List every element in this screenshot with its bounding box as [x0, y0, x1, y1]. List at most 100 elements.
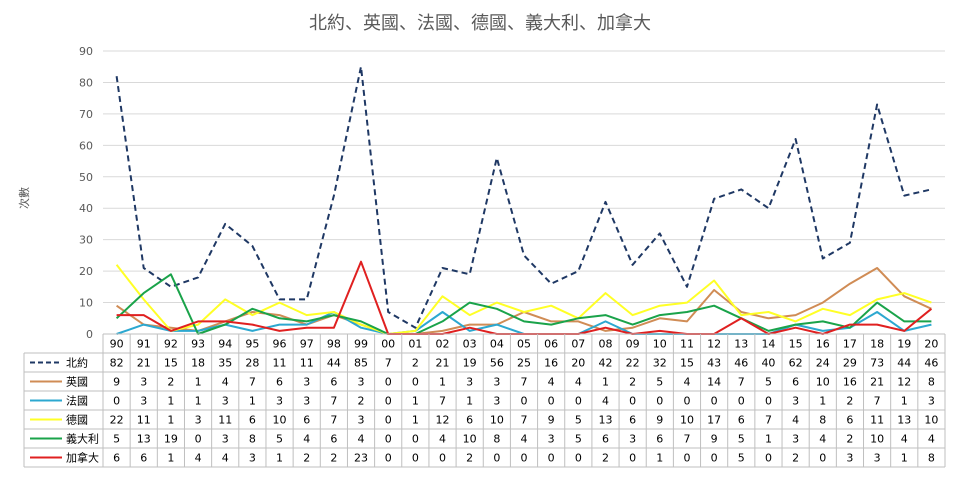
- data-label: 0: [629, 452, 636, 465]
- chart-title: 北約、英國、法國、德國、義大利、加拿大: [309, 12, 651, 34]
- data-label: 0: [385, 376, 392, 389]
- data-label: 4: [683, 376, 690, 389]
- data-label: 0: [548, 395, 555, 408]
- data-label: 3: [358, 414, 365, 427]
- data-label: 6: [656, 433, 663, 446]
- data-label: 7: [330, 395, 337, 408]
- series-line-1: [116, 267, 932, 335]
- data-label: 2: [846, 395, 853, 408]
- data-label: 1: [439, 376, 446, 389]
- x-tick-label: 14: [761, 338, 775, 351]
- x-tick-label: 03: [463, 338, 477, 351]
- data-label: 11: [870, 414, 884, 427]
- data-label: 0: [683, 452, 690, 465]
- data-label: 10: [870, 433, 884, 446]
- data-label: 20: [571, 357, 585, 370]
- data-label: 3: [792, 433, 799, 446]
- data-label: 6: [792, 376, 799, 389]
- x-tick-label: 00: [381, 338, 395, 351]
- data-label: 0: [575, 395, 582, 408]
- data-label: 85: [354, 357, 368, 370]
- x-tick-label: 99: [354, 338, 368, 351]
- data-label: 0: [575, 452, 582, 465]
- data-label: 0: [548, 452, 555, 465]
- x-tick-label: 02: [436, 338, 450, 351]
- data-label: 3: [140, 376, 147, 389]
- x-tick-label: 12: [707, 338, 721, 351]
- y-tick-label: 10: [79, 297, 93, 310]
- data-label: 8: [493, 433, 500, 446]
- data-label: 73: [870, 357, 884, 370]
- data-label: 15: [164, 357, 178, 370]
- data-label: 11: [218, 414, 232, 427]
- data-label: 0: [683, 395, 690, 408]
- data-label: 4: [575, 376, 582, 389]
- data-label: 1: [167, 414, 174, 427]
- data-label: 6: [303, 414, 310, 427]
- data-label: 1: [167, 395, 174, 408]
- data-label: 9: [656, 414, 663, 427]
- data-label: 9: [711, 433, 718, 446]
- data-label: 1: [656, 452, 663, 465]
- data-label: 46: [924, 357, 938, 370]
- data-label: 5: [738, 452, 745, 465]
- series-line-0: [115, 65, 932, 329]
- data-label: 7: [683, 433, 690, 446]
- data-label: 6: [330, 376, 337, 389]
- data-label: 2: [303, 452, 310, 465]
- legend-label: 北約: [66, 356, 88, 370]
- y-tick-labels: 0 10 20 30 40 50 60 70 80 90: [79, 45, 93, 341]
- data-label: 6: [738, 414, 745, 427]
- x-tick-label: 96: [273, 338, 287, 351]
- x-tick-label: 92: [164, 338, 178, 351]
- data-label: 5: [575, 433, 582, 446]
- legend-label: 英國: [66, 375, 88, 389]
- data-label: 9: [113, 376, 120, 389]
- data-label: 10: [490, 414, 504, 427]
- gridlines: [103, 50, 945, 335]
- data-label: 7: [249, 376, 256, 389]
- series-line-4: [115, 273, 932, 335]
- data-label: 2: [629, 376, 636, 389]
- data-label: 7: [738, 376, 745, 389]
- data-label: 6: [466, 414, 473, 427]
- data-label: 35: [218, 357, 232, 370]
- data-label: 12: [436, 414, 450, 427]
- data-label: 6: [602, 433, 609, 446]
- series-line-3: [115, 264, 932, 335]
- data-label: 0: [412, 433, 419, 446]
- data-label: 4: [358, 433, 365, 446]
- data-label: 7: [385, 357, 392, 370]
- data-label: 3: [195, 414, 202, 427]
- data-label: 4: [521, 433, 528, 446]
- data-label: 4: [222, 452, 229, 465]
- data-label: 1: [249, 395, 256, 408]
- data-label: 0: [629, 395, 636, 408]
- data-label: 7: [874, 395, 881, 408]
- x-tick-label: 19: [897, 338, 911, 351]
- data-label: 1: [602, 376, 609, 389]
- data-label: 24: [816, 357, 830, 370]
- data-label: 11: [273, 357, 287, 370]
- data-label: 2: [846, 433, 853, 446]
- legend-label: 加拿大: [66, 451, 99, 465]
- data-label: 3: [846, 452, 853, 465]
- data-label: 2: [792, 452, 799, 465]
- data-label: 15: [680, 357, 694, 370]
- data-label: 3: [874, 452, 881, 465]
- data-label: 5: [276, 433, 283, 446]
- x-tick-label: 05: [517, 338, 531, 351]
- data-label: 10: [463, 433, 477, 446]
- data-label: 42: [598, 357, 612, 370]
- data-label: 40: [761, 357, 775, 370]
- data-label: 13: [598, 414, 612, 427]
- data-label: 3: [792, 395, 799, 408]
- data-label: 8: [819, 414, 826, 427]
- data-label: 2: [466, 452, 473, 465]
- data-label: 44: [327, 357, 341, 370]
- data-label: 44: [897, 357, 911, 370]
- data-label: 8: [928, 376, 935, 389]
- data-label: 3: [548, 433, 555, 446]
- data-label: 4: [792, 414, 799, 427]
- data-label: 0: [385, 452, 392, 465]
